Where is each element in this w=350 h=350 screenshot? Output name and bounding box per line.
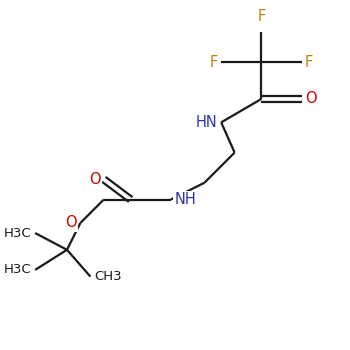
Text: O: O (89, 172, 100, 187)
Text: O: O (305, 91, 317, 106)
Text: H3C: H3C (4, 226, 32, 239)
Text: CH3: CH3 (94, 270, 121, 283)
Text: NH: NH (174, 192, 196, 207)
Text: H3C: H3C (4, 264, 32, 276)
Text: F: F (305, 55, 313, 70)
Text: F: F (257, 9, 266, 25)
Text: O: O (65, 216, 77, 230)
Text: F: F (210, 55, 218, 70)
Text: HN: HN (196, 115, 218, 130)
